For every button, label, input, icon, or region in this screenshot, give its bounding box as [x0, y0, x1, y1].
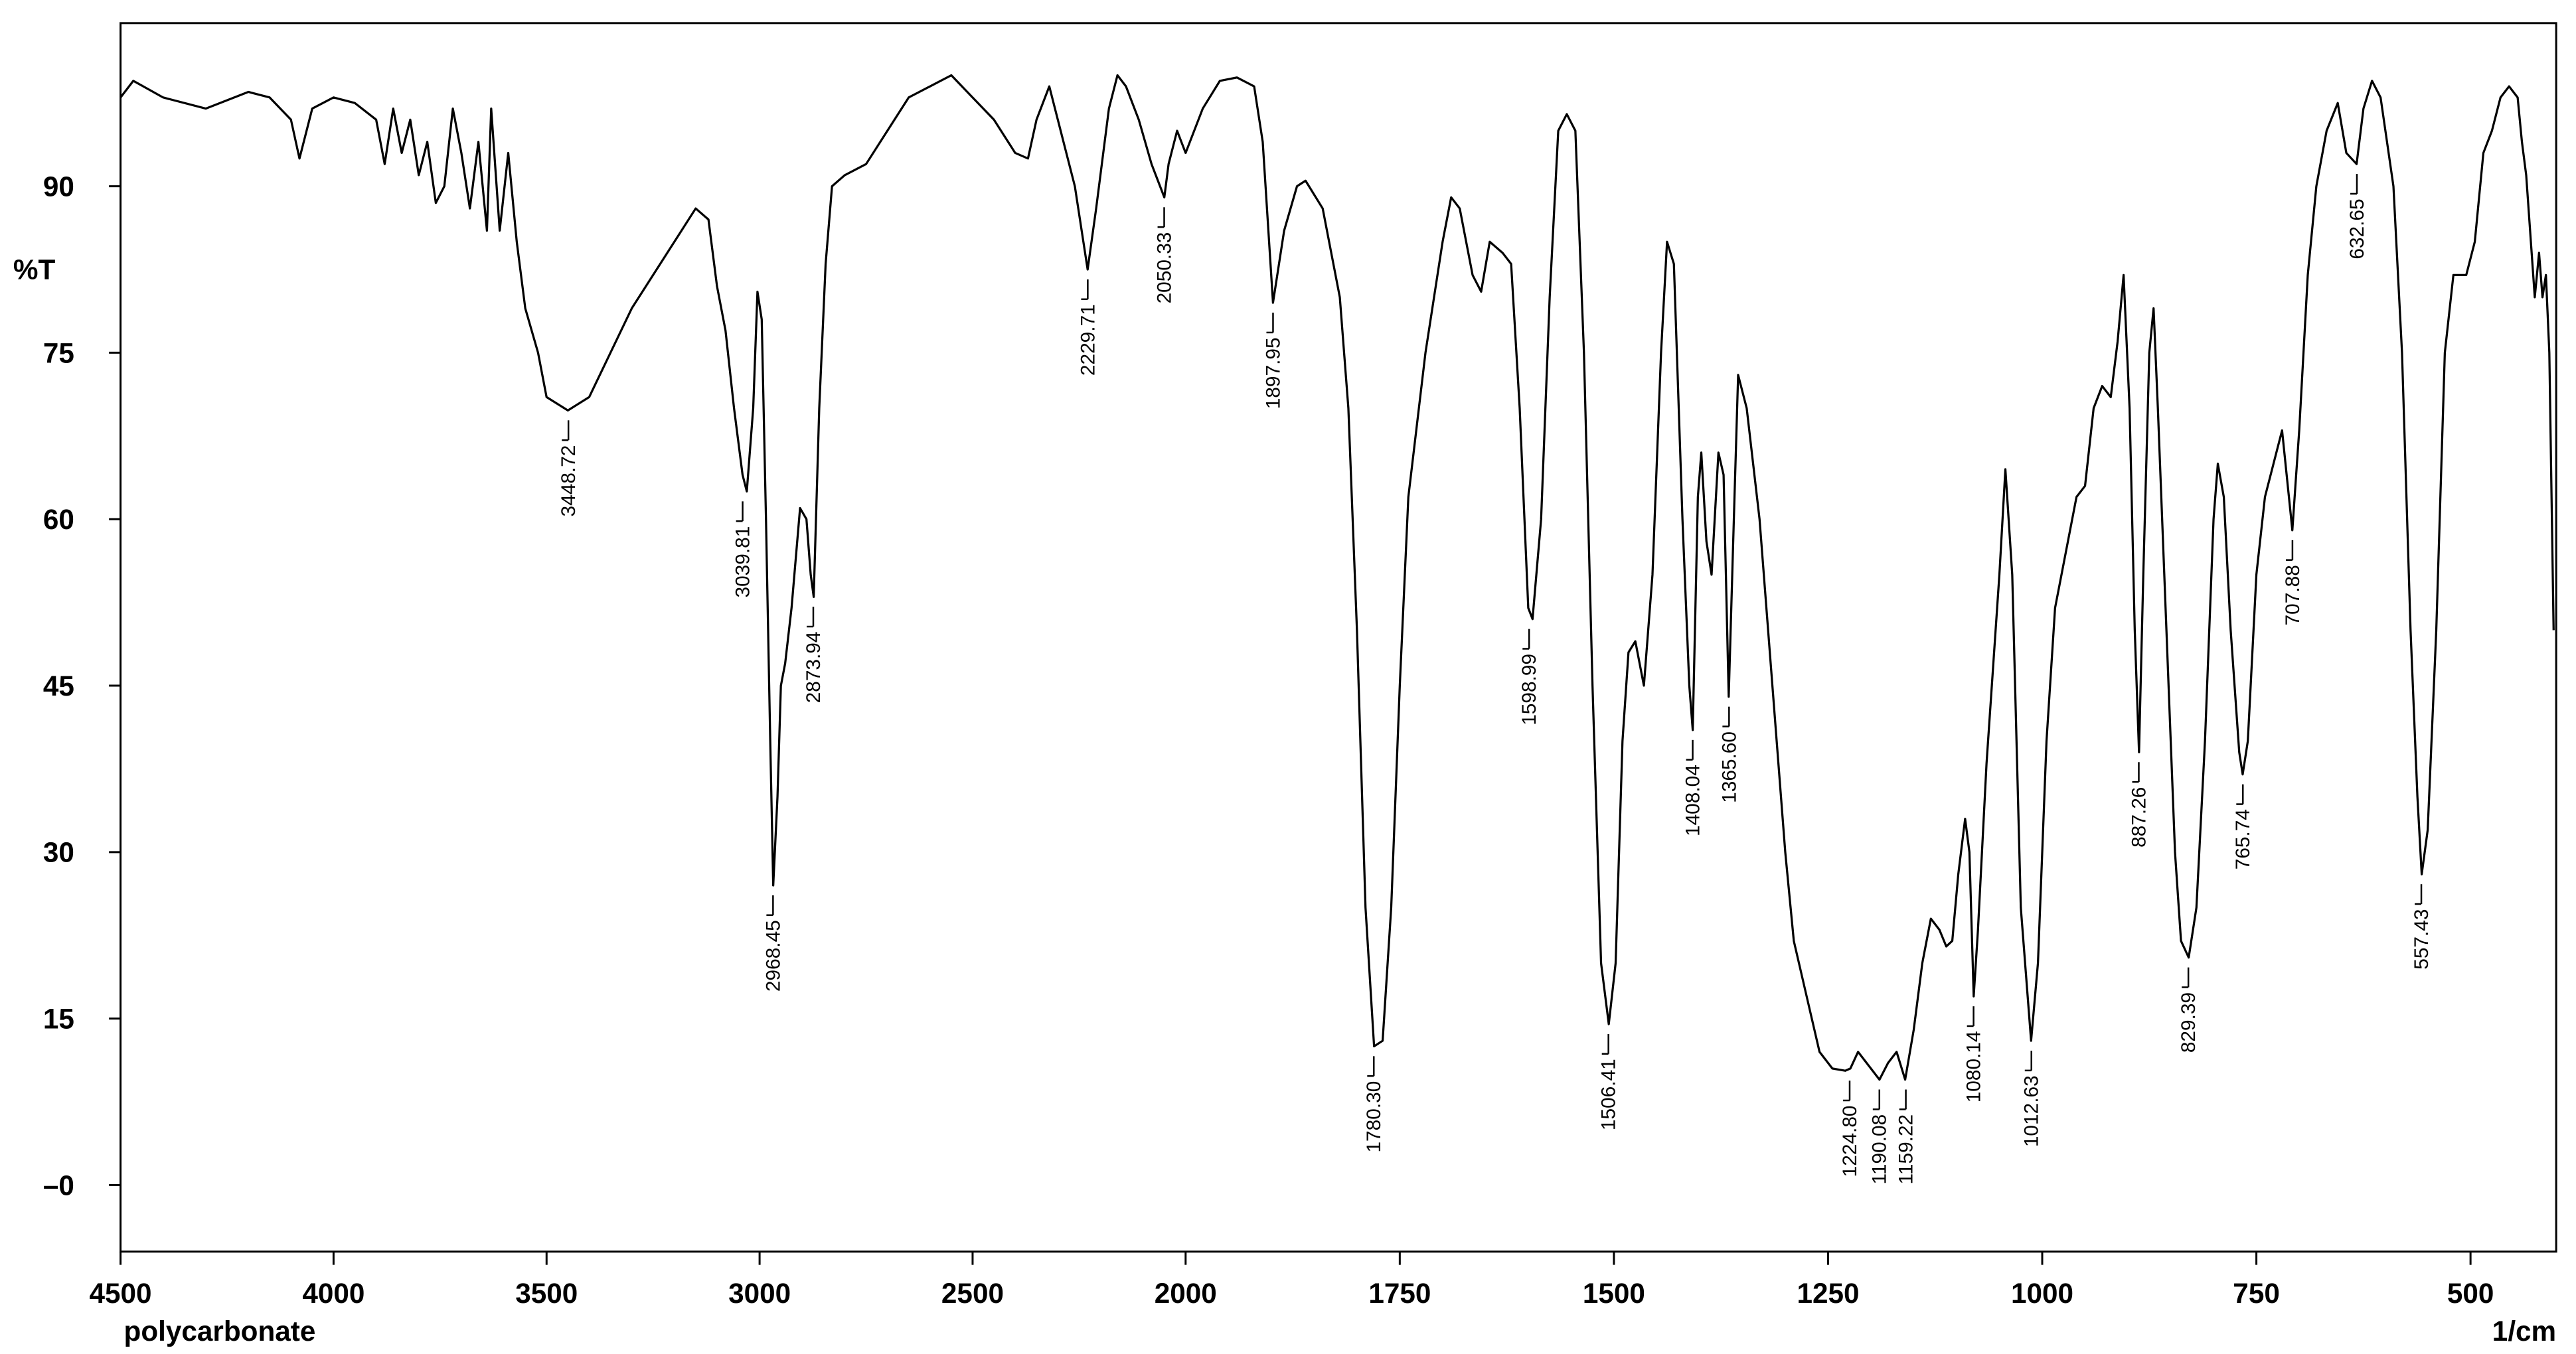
peak-label: 1012.63 — [2021, 1075, 2043, 1147]
y-axis-label: %T — [13, 254, 56, 285]
peak-label: 2968.45 — [762, 920, 784, 992]
x-tick-label: 1500 — [1583, 1278, 1645, 1309]
peak-label: 1506.41 — [1598, 1059, 1620, 1130]
x-tick-label: 3000 — [728, 1278, 791, 1309]
peak-label: 1408.04 — [1682, 765, 1704, 836]
sample-label: polycarbonate — [124, 1316, 316, 1347]
x-tick-label: 3500 — [515, 1278, 578, 1309]
x-tick-label: 1250 — [1797, 1278, 1859, 1309]
x-tick-label: 1750 — [1368, 1278, 1431, 1309]
x-tick-label: 4000 — [302, 1278, 364, 1309]
y-tick-label: 90 — [43, 171, 74, 202]
peak-label: 1224.80 — [1839, 1105, 1861, 1177]
peak-label: 1780.30 — [1363, 1081, 1385, 1153]
peak-label: 3448.72 — [558, 445, 580, 517]
peak-label: 3039.81 — [732, 526, 754, 598]
y-tick-label: 15 — [43, 1004, 74, 1035]
y-tick-label: 30 — [43, 837, 74, 868]
peak-label: 557.43 — [2411, 909, 2433, 970]
peak-label: 1190.08 — [1869, 1114, 1891, 1185]
peak-label: 2050.33 — [1153, 232, 1175, 304]
peak-label: 1365.60 — [1718, 731, 1740, 803]
peak-label: 765.74 — [2232, 809, 2254, 869]
peak-label: 1897.95 — [1262, 337, 1284, 409]
peak-label: 2873.94 — [803, 632, 825, 704]
peak-label: 829.39 — [2178, 992, 2200, 1053]
peak-label: 707.88 — [2282, 565, 2304, 625]
x-tick-label: 2000 — [1155, 1278, 1217, 1309]
x-tick-label: 4500 — [90, 1278, 152, 1309]
plot-frame — [120, 22, 2557, 1253]
y-tick-label: 75 — [43, 337, 74, 368]
x-tick-label: 1000 — [2011, 1278, 2073, 1309]
peak-label: 1080.14 — [1963, 1031, 1985, 1102]
x-tick-label: 750 — [2233, 1278, 2280, 1309]
peak-label: 1159.22 — [1895, 1114, 1917, 1185]
peak-label: 887.26 — [2128, 787, 2150, 848]
y-tick-label: –0 — [43, 1169, 74, 1201]
peak-label: 1598.99 — [1518, 654, 1540, 725]
x-axis-label: 1/cm — [2492, 1316, 2556, 1347]
y-tick-label: 45 — [43, 670, 74, 702]
peak-label: 632.65 — [2346, 198, 2368, 259]
x-tick-label: 500 — [2447, 1278, 2494, 1309]
peak-label: 2229.71 — [1077, 304, 1099, 376]
spectrum-line — [120, 74, 2555, 1081]
y-tick-label: 60 — [43, 504, 74, 535]
x-tick-label: 2500 — [941, 1278, 1004, 1309]
